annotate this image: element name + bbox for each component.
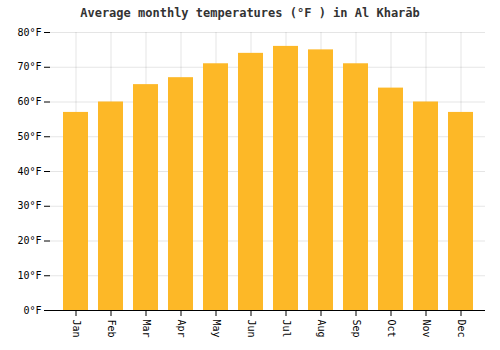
html-text:Average monthly temperatures (: Average monthly temperatures (°F ) in Al…: [80, 6, 420, 20]
svg-text:20°F: 20°F: [17, 235, 41, 246]
svg-text:Sep: Sep: [351, 320, 362, 338]
svg-text:Dec: Dec: [456, 320, 467, 338]
svg-text:Jul: Jul: [281, 320, 292, 338]
svg-text:0°F: 0°F: [23, 305, 41, 316]
svg-text:70°F: 70°F: [17, 61, 41, 72]
svg-text:50°F: 50°F: [17, 131, 41, 142]
svg-text:Mar: Mar: [141, 320, 152, 338]
svg-text:Jan: Jan: [71, 320, 82, 338]
svg-text:Feb: Feb: [106, 320, 117, 338]
svg-text:May: May: [211, 320, 222, 338]
svg-text:80°F: 80°F: [17, 27, 41, 38]
svg-text:60°F: 60°F: [17, 96, 41, 107]
svg-text:30°F: 30°F: [17, 200, 41, 211]
svg-text:Aug: Aug: [316, 320, 327, 338]
svg-text:Nov: Nov: [421, 320, 432, 338]
svg-text:Apr: Apr: [176, 320, 187, 338]
svg-text:Oct: Oct: [386, 320, 397, 338]
svg-text:10°F: 10°F: [17, 270, 41, 281]
svg-text:Jun: Jun: [246, 320, 257, 338]
svg-text:40°F: 40°F: [17, 166, 41, 177]
